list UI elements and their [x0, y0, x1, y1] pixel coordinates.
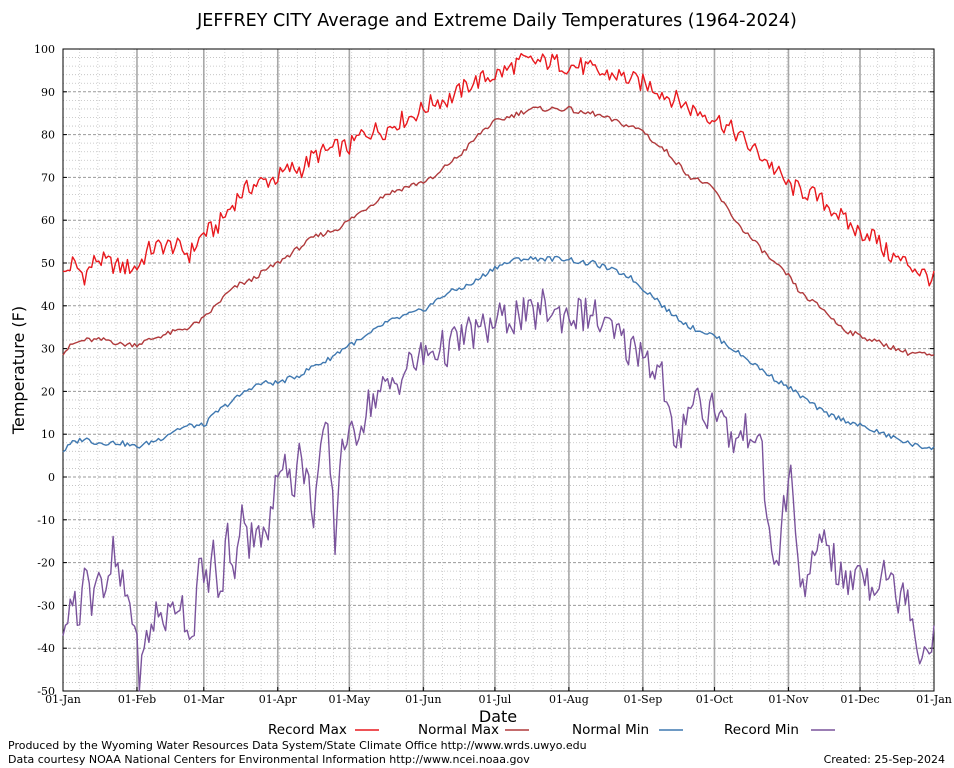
y-tick-label: -50 — [37, 685, 55, 698]
y-tick-label: 100 — [34, 43, 55, 56]
y-tick-label: 90 — [41, 86, 55, 99]
x-axis-label: Date — [479, 707, 517, 726]
y-tick-label: 40 — [41, 300, 55, 313]
y-tick-label: 70 — [41, 171, 55, 184]
y-tick-label: 0 — [48, 471, 55, 484]
y-tick-label: -20 — [37, 557, 55, 570]
x-tick-label: 01-Feb — [118, 693, 156, 706]
x-tick-label: 01-Aug — [549, 693, 589, 706]
y-tick-label: -30 — [37, 599, 55, 612]
y-tick-label: 50 — [41, 257, 55, 270]
x-tick-label: 01-Jul — [479, 693, 512, 706]
x-tick-label: 01-Dec — [840, 693, 879, 706]
x-tick-label: 01-Jan — [45, 693, 81, 706]
x-tick-label: 01-Jun — [405, 693, 441, 706]
x-tick-label: 01-May — [328, 693, 371, 706]
y-tick-label: 10 — [41, 428, 55, 441]
footer-credit-line: Produced by the Wyoming Water Resources … — [8, 739, 587, 752]
plot-area-frame — [62, 48, 935, 692]
y-tick-label: -40 — [37, 642, 55, 655]
legend-label-record-max: Record Max — [268, 722, 347, 738]
series-line-record-min — [62, 288, 935, 692]
x-tick-label: 01-Mar — [183, 693, 225, 706]
x-tick-label: 01-Jan — [916, 693, 952, 706]
x-tick-label: 01-Nov — [768, 693, 809, 706]
x-tick-label: 01-Sep — [623, 693, 662, 706]
legend-label-record-min: Record Min — [724, 722, 799, 738]
series-line-normal-min — [62, 255, 935, 453]
grid-lines — [63, 49, 934, 691]
y-tick-label: 80 — [41, 129, 55, 142]
x-tick-label: 01-Apr — [259, 693, 298, 706]
x-tick-label: 01-Oct — [696, 693, 734, 706]
series-line-record-max — [62, 52, 935, 287]
series-lines — [62, 52, 935, 692]
y-axis-label: Temperature (F) — [9, 306, 28, 435]
chart-legend: Record Max Normal Max Normal Min Record Min — [268, 722, 835, 738]
y-tick-label: 20 — [41, 385, 55, 398]
legend-label-normal-max: Normal Max — [418, 722, 499, 738]
y-tick-label: 30 — [41, 343, 55, 356]
axis-ticks: 1009080706050403020100-10-20-30-40-5001-… — [34, 43, 952, 706]
y-tick-label: 60 — [41, 214, 55, 227]
legend-label-normal-min: Normal Min — [572, 722, 649, 738]
footer-data-source-line: Data courtesy NOAA National Centers for … — [8, 753, 530, 766]
footer-created-date: Created: 25-Sep-2024 — [824, 753, 945, 766]
chart-title: JEFFREY CITY Average and Extreme Daily T… — [196, 11, 797, 31]
series-line-normal-max — [62, 105, 935, 357]
y-tick-label: -10 — [37, 514, 55, 527]
